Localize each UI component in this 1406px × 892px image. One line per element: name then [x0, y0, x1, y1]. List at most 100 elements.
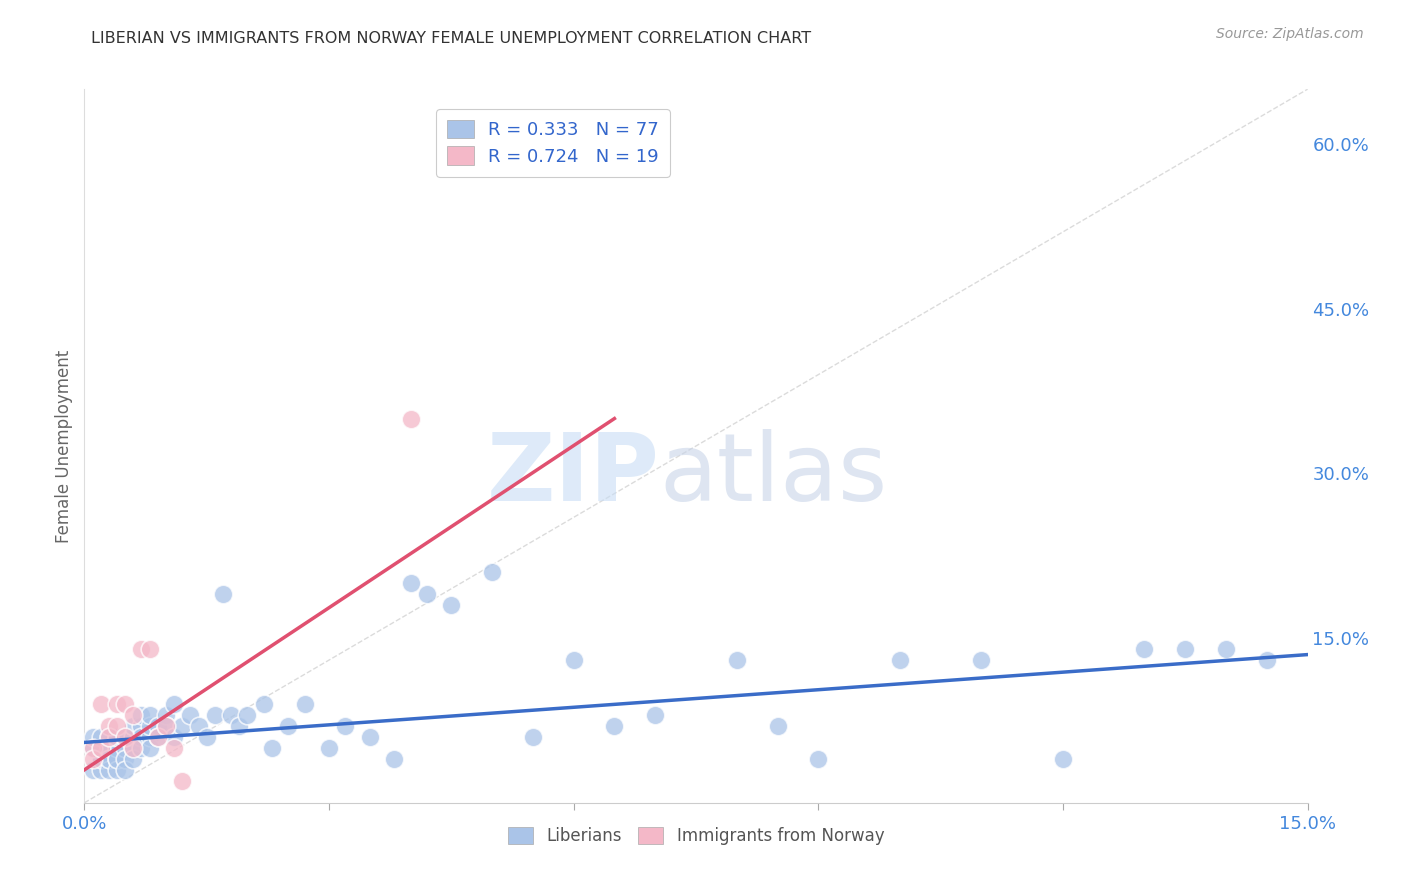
- Point: [105, 697, 128, 711]
- Point: [228, 719, 250, 733]
- Point: [131, 740, 153, 755]
- Point: [90, 763, 112, 777]
- Point: [1215, 642, 1237, 657]
- Point: [146, 719, 169, 733]
- Point: [725, 653, 748, 667]
- Point: [155, 708, 177, 723]
- Point: [146, 730, 169, 744]
- Point: [138, 642, 160, 657]
- Point: [114, 740, 136, 755]
- Point: [766, 719, 789, 733]
- Point: [522, 730, 544, 744]
- Point: [163, 697, 186, 711]
- Point: [1052, 752, 1074, 766]
- Point: [155, 719, 177, 733]
- Point: [105, 740, 128, 755]
- Point: [105, 752, 128, 766]
- Point: [131, 719, 153, 733]
- Point: [644, 708, 666, 723]
- Point: [82, 763, 104, 777]
- Point: [172, 773, 194, 788]
- Point: [889, 653, 911, 667]
- Point: [114, 752, 136, 766]
- Point: [204, 708, 226, 723]
- Point: [382, 752, 405, 766]
- Point: [138, 708, 160, 723]
- Point: [90, 752, 112, 766]
- Point: [114, 763, 136, 777]
- Point: [122, 708, 145, 723]
- Point: [562, 653, 585, 667]
- Point: [90, 740, 112, 755]
- Point: [122, 752, 145, 766]
- Point: [335, 719, 357, 733]
- Point: [82, 730, 104, 744]
- Point: [97, 719, 120, 733]
- Point: [236, 708, 259, 723]
- Point: [807, 752, 830, 766]
- Y-axis label: Female Unemployment: Female Unemployment: [55, 350, 73, 542]
- Point: [114, 730, 136, 744]
- Point: [90, 752, 112, 766]
- Point: [105, 763, 128, 777]
- Point: [122, 719, 145, 733]
- Point: [219, 708, 242, 723]
- Point: [114, 697, 136, 711]
- Point: [97, 763, 120, 777]
- Point: [122, 740, 145, 755]
- Point: [131, 642, 153, 657]
- Point: [90, 740, 112, 755]
- Point: [146, 730, 169, 744]
- Point: [163, 740, 186, 755]
- Point: [187, 719, 209, 733]
- Point: [260, 740, 283, 755]
- Point: [97, 740, 120, 755]
- Point: [90, 697, 112, 711]
- Point: [97, 740, 120, 755]
- Point: [138, 719, 160, 733]
- Point: [253, 697, 276, 711]
- Point: [970, 653, 993, 667]
- Point: [1133, 642, 1156, 657]
- Point: [399, 411, 422, 425]
- Point: [97, 730, 120, 744]
- Point: [82, 752, 104, 766]
- Point: [416, 587, 439, 601]
- Point: [122, 740, 145, 755]
- Point: [82, 740, 104, 755]
- Point: [440, 598, 463, 612]
- Point: [359, 730, 381, 744]
- Point: [318, 740, 340, 755]
- Point: [172, 719, 194, 733]
- Point: [105, 719, 128, 733]
- Legend: Liberians, Immigrants from Norway: Liberians, Immigrants from Norway: [501, 820, 891, 852]
- Point: [114, 730, 136, 744]
- Text: ZIP: ZIP: [486, 428, 659, 521]
- Point: [277, 719, 299, 733]
- Point: [105, 752, 128, 766]
- Point: [97, 730, 120, 744]
- Point: [603, 719, 626, 733]
- Text: LIBERIAN VS IMMIGRANTS FROM NORWAY FEMALE UNEMPLOYMENT CORRELATION CHART: LIBERIAN VS IMMIGRANTS FROM NORWAY FEMAL…: [91, 31, 811, 46]
- Point: [1256, 653, 1278, 667]
- Point: [131, 730, 153, 744]
- Point: [212, 587, 235, 601]
- Point: [294, 697, 316, 711]
- Point: [163, 730, 186, 744]
- Point: [97, 752, 120, 766]
- Point: [481, 566, 503, 580]
- Point: [82, 740, 104, 755]
- Point: [138, 740, 160, 755]
- Text: atlas: atlas: [659, 428, 887, 521]
- Point: [131, 708, 153, 723]
- Point: [138, 730, 160, 744]
- Point: [90, 730, 112, 744]
- Point: [1174, 642, 1197, 657]
- Point: [105, 730, 128, 744]
- Point: [97, 752, 120, 766]
- Text: Source: ZipAtlas.com: Source: ZipAtlas.com: [1216, 27, 1364, 41]
- Point: [399, 576, 422, 591]
- Point: [105, 730, 128, 744]
- Point: [179, 708, 201, 723]
- Point: [195, 730, 218, 744]
